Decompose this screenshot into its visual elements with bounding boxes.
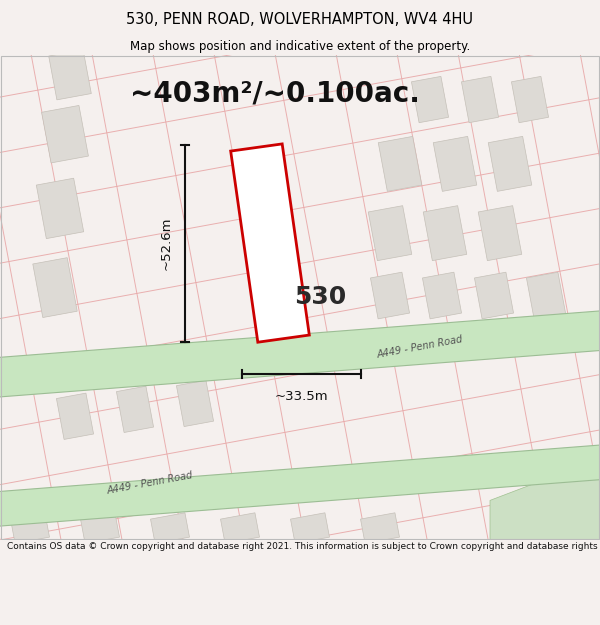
Polygon shape: [56, 393, 94, 439]
Polygon shape: [37, 178, 83, 239]
Polygon shape: [423, 206, 467, 261]
Polygon shape: [461, 76, 499, 122]
Text: ~403m²/~0.100ac.: ~403m²/~0.100ac.: [130, 80, 420, 107]
Polygon shape: [488, 136, 532, 191]
Text: 530, PENN ROAD, WOLVERHAMPTON, WV4 4HU: 530, PENN ROAD, WOLVERHAMPTON, WV4 4HU: [127, 12, 473, 27]
Polygon shape: [361, 512, 400, 544]
Polygon shape: [116, 386, 154, 432]
Polygon shape: [378, 136, 422, 191]
Polygon shape: [0, 444, 600, 528]
Polygon shape: [290, 512, 329, 544]
Polygon shape: [475, 272, 514, 319]
Polygon shape: [511, 76, 548, 122]
Polygon shape: [433, 136, 477, 191]
Polygon shape: [370, 272, 410, 319]
Polygon shape: [368, 206, 412, 261]
Text: Map shows position and indicative extent of the property.: Map shows position and indicative extent…: [130, 39, 470, 52]
Text: 530: 530: [294, 286, 346, 309]
Polygon shape: [176, 380, 214, 426]
Polygon shape: [151, 512, 190, 544]
Text: Contains OS data © Crown copyright and database right 2021. This information is : Contains OS data © Crown copyright and d…: [7, 542, 600, 551]
Polygon shape: [11, 512, 49, 544]
Text: ~52.6m: ~52.6m: [160, 216, 173, 270]
Polygon shape: [221, 512, 259, 544]
Polygon shape: [80, 512, 119, 544]
Text: A449 - Penn Road: A449 - Penn Road: [376, 334, 464, 360]
Polygon shape: [0, 309, 600, 399]
Polygon shape: [422, 272, 461, 319]
Polygon shape: [412, 76, 449, 122]
Polygon shape: [33, 258, 77, 318]
Polygon shape: [230, 144, 310, 342]
Polygon shape: [49, 50, 91, 100]
Polygon shape: [526, 272, 566, 319]
Polygon shape: [490, 451, 600, 550]
Text: A449 - Penn Road: A449 - Penn Road: [106, 471, 194, 496]
Polygon shape: [478, 206, 522, 261]
Polygon shape: [41, 106, 88, 163]
Text: ~33.5m: ~33.5m: [275, 389, 328, 402]
